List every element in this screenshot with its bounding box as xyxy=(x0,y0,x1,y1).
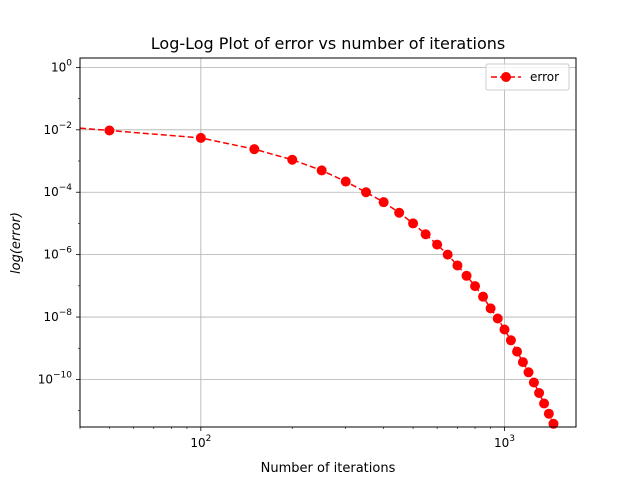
data-point xyxy=(543,408,554,419)
data-point xyxy=(249,144,260,155)
data-point xyxy=(452,260,463,271)
data-point xyxy=(340,176,351,187)
data-point xyxy=(361,187,372,198)
chart-title: Log-Log Plot of error vs number of itera… xyxy=(151,34,505,53)
major-ticks xyxy=(76,66,505,431)
data-point xyxy=(394,207,405,218)
data-point xyxy=(548,418,559,429)
y-axis-label: log(error) xyxy=(9,212,24,274)
legend: error xyxy=(485,63,570,91)
data-point xyxy=(485,303,496,314)
data-point xyxy=(517,357,528,368)
x-axis-label: Number of iterations xyxy=(261,461,396,476)
data-point xyxy=(523,367,534,378)
data-point xyxy=(420,229,431,240)
legend-box xyxy=(485,63,570,91)
data-point xyxy=(104,125,115,136)
data-point xyxy=(287,154,298,165)
data-point xyxy=(505,335,516,346)
data-point xyxy=(195,132,206,143)
data-point xyxy=(499,324,510,335)
data-point xyxy=(492,313,503,324)
data-point xyxy=(478,291,489,302)
data-point xyxy=(539,398,550,409)
data-point xyxy=(528,377,539,388)
data-point xyxy=(442,249,453,260)
data-point xyxy=(316,165,327,176)
data-point xyxy=(432,239,443,250)
data-point xyxy=(461,270,472,281)
data-point xyxy=(408,218,419,229)
data-point xyxy=(534,387,545,398)
legend-marker-sample xyxy=(501,72,511,82)
data-point xyxy=(378,197,389,208)
plot-frame xyxy=(79,57,577,428)
legend-entry-error: error xyxy=(530,70,559,84)
data-point xyxy=(512,346,523,357)
data-point xyxy=(470,281,481,292)
series-layer xyxy=(79,125,559,429)
